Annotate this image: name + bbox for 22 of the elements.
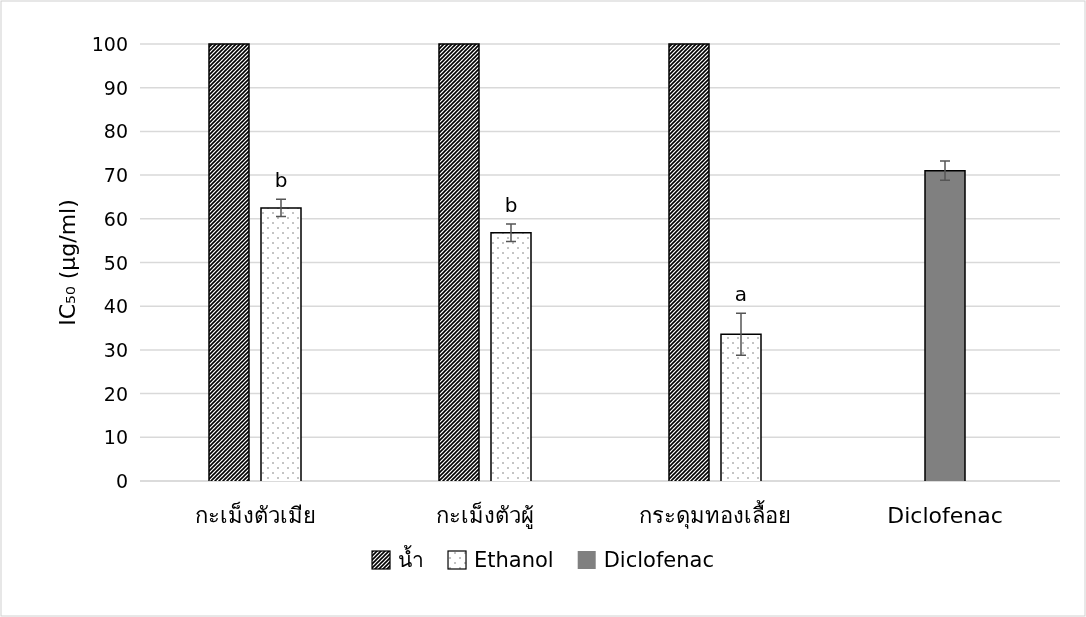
y-tick-label: 50	[103, 251, 128, 274]
y-tick-label: 60	[103, 207, 128, 230]
y-tick-label: 100	[91, 33, 128, 55]
y-tick-label: 10	[103, 426, 128, 449]
legend-label: น้ำ	[398, 545, 425, 572]
annotation: b	[504, 193, 518, 218]
x-tick-label: กระดุมทองเลื้อย	[639, 500, 791, 529]
annotation: b	[274, 168, 288, 193]
y-tick-label: 80	[103, 120, 128, 143]
y-tick-label: 20	[103, 382, 128, 405]
legend-label: Diclofenac	[603, 548, 714, 572]
annotation: a	[734, 282, 748, 307]
y-tick-label: 70	[103, 164, 128, 187]
x-tick-label: Diclofenac	[887, 503, 1003, 528]
y-tick-label: 40	[103, 295, 128, 318]
x-tick-label: กะเม็งตัวเมีย	[194, 501, 316, 528]
y-axis-title: IC₅₀ (µg/ml)	[55, 199, 80, 326]
y-tick-label: 90	[103, 76, 128, 99]
legend-label: Ethanol	[474, 548, 554, 572]
y-tick-label: 30	[103, 338, 128, 361]
x-tick-label: กะเม็งตัวผู้	[436, 501, 534, 529]
y-tick-label: 0	[115, 470, 128, 492]
